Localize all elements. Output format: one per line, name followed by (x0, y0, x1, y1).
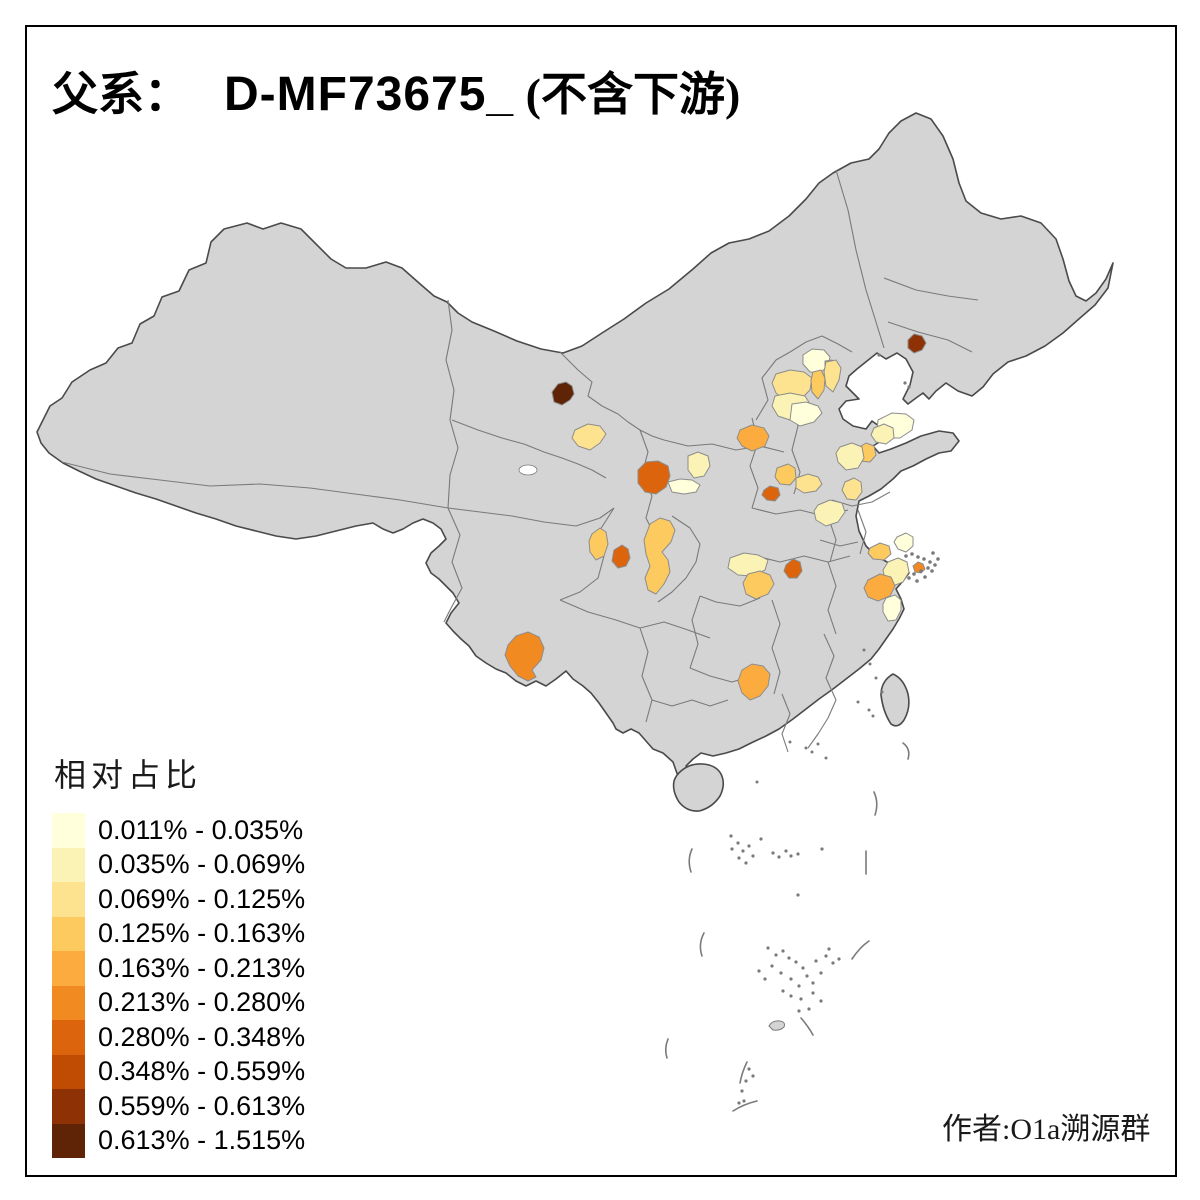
china-mainland-outline (36, 112, 1114, 787)
legend-swatch (52, 813, 85, 848)
legend-swatch (52, 1123, 85, 1158)
legend-swatch (52, 847, 85, 882)
legend-swatch (52, 1054, 85, 1089)
colored-regions (504, 333, 927, 701)
title-suffix: (不含下游) (514, 69, 741, 120)
plot-border-frame (25, 25, 1177, 1177)
legend-label: 0.011% - 0.035% (98, 814, 304, 845)
legend-swatch (52, 985, 85, 1020)
qinghai-lake (518, 464, 538, 476)
legend-row: 0.213% - 0.280% (52, 985, 306, 1020)
legend-row: 0.613% - 1.515% (52, 1123, 306, 1158)
legend-row: 0.280% - 0.348% (52, 1020, 305, 1055)
title-haplogroup: D-MF73675_ (224, 68, 515, 121)
legend-label: 0.559% - 0.613% (98, 1090, 306, 1121)
region-hunan-s (737, 663, 771, 701)
region-anyang (795, 473, 823, 494)
legend-row: 0.163% - 0.213% (52, 951, 305, 986)
author-credit: 作者:O1a溯源群 (942, 1113, 1151, 1146)
map-title: 父系： D-MF73675_ (不含下游) (52, 58, 740, 124)
province-borders (61, 169, 979, 753)
region-yunnan-dali (504, 631, 545, 682)
legend-label: 0.613% - 1.515% (98, 1125, 306, 1156)
legend-label: 0.348% - 0.559% (98, 1056, 306, 1087)
region-jinhua (863, 573, 896, 602)
legend-swatch (52, 916, 85, 951)
region-hebei-w (771, 369, 813, 402)
region-huzhou (867, 542, 892, 561)
legend-row: 0.011% - 0.035% (52, 813, 305, 848)
region-yuncheng (761, 485, 781, 502)
region-pingliang (687, 451, 711, 479)
region-hebei-se (789, 401, 823, 427)
legend-swatch (52, 882, 85, 917)
legend: 相对占比 0.011% - 0.035% 0.035% - 0.069% 0.069… (52, 750, 305, 1158)
region-shaanxi-n (736, 424, 770, 452)
legend-row: 0.348% - 0.559% (52, 1054, 306, 1089)
region-lanzhou (571, 423, 607, 451)
legend-swatch (52, 1089, 85, 1124)
legend-label: 0.125% - 0.163% (98, 918, 306, 949)
legend-row: 0.035% - 0.069% (52, 847, 306, 882)
region-hubei-sw (742, 570, 775, 600)
south-china-sea-islands (664, 742, 910, 1112)
region-xiangyang (727, 552, 769, 577)
region-jinan (835, 442, 865, 471)
legend-swatch (52, 1020, 85, 1055)
region-liaoning-c (907, 333, 927, 354)
title-prefix: 父系： (52, 69, 190, 120)
region-linyi (841, 477, 863, 501)
legend-row: 0.069% - 0.125% (52, 882, 305, 917)
region-gansu-hexi (551, 381, 575, 406)
region-nanchong (643, 517, 676, 595)
region-langfang (810, 369, 826, 400)
legend-row: 0.559% - 0.613% (52, 1089, 305, 1124)
region-mianyang (588, 527, 609, 561)
legend-rows: 0.011% - 0.035% 0.035% - 0.069% 0.069% - 0… (52, 813, 305, 1158)
region-tianjin (823, 359, 842, 393)
coastal-island-specks (755, 353, 940, 784)
region-chengdu (611, 544, 631, 569)
legend-row: 0.125% - 0.163% (52, 916, 306, 951)
legend-label: 0.069% - 0.125% (98, 883, 306, 914)
legend-label: 0.035% - 0.069% (98, 849, 306, 880)
legend-swatch (52, 951, 85, 986)
region-xuzhou (813, 499, 846, 527)
hainan-island (672, 763, 725, 812)
region-taizhou-zj (882, 594, 902, 622)
region-gansu-e-pale (667, 478, 701, 495)
legend-title: 相对占比 (54, 757, 203, 793)
legend-label: 0.163% - 0.213% (98, 952, 306, 983)
region-wuhan (783, 558, 803, 579)
spratly-islet (768, 1020, 785, 1031)
region-shanxi-se (774, 463, 797, 486)
legend-label: 0.213% - 0.280% (98, 987, 306, 1018)
legend-label: 0.280% - 0.348% (98, 1021, 306, 1052)
region-jiaxing (893, 532, 914, 553)
region-weifang (870, 423, 895, 445)
